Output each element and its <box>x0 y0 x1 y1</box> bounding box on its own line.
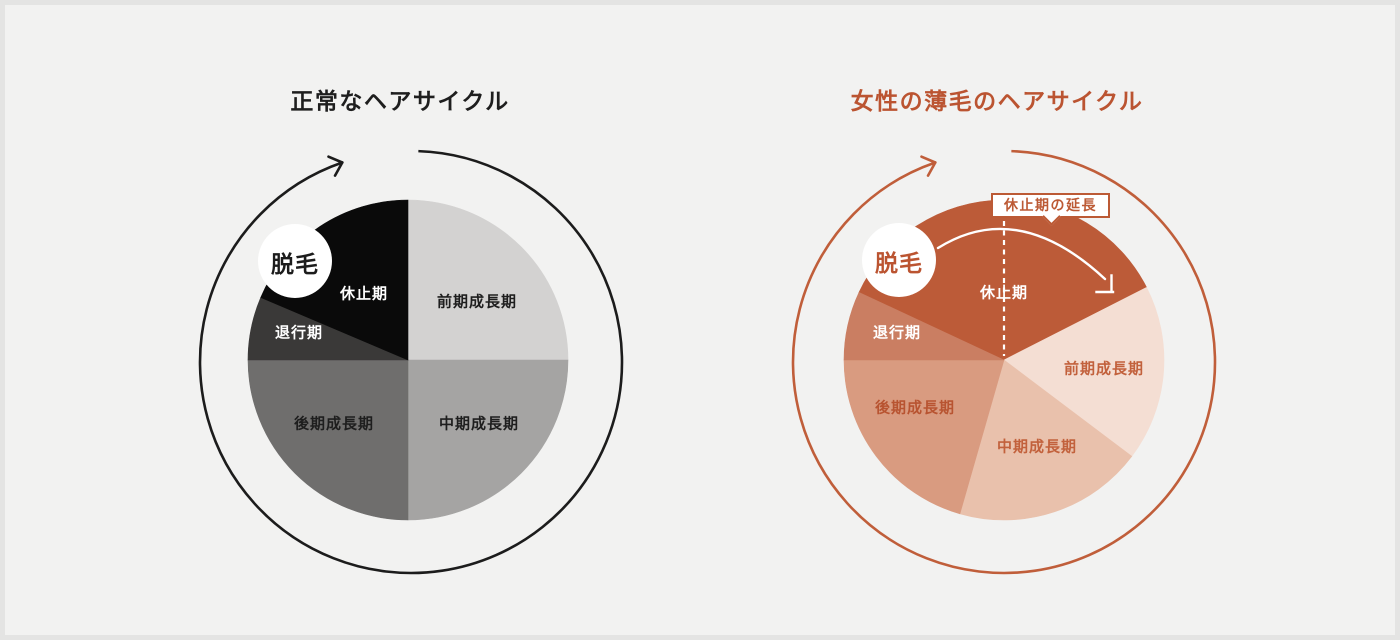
female-thinning-cycle-slice-catagen <box>843 291 1005 361</box>
normal-cycle-hair-loss-badge <box>258 224 332 298</box>
female-thinning-cycle-group <box>791 149 1217 575</box>
hair-loss-badge-label-normal: 脱毛 <box>271 251 319 277</box>
female-thinning-cycle-label-mid-growth: 中期成長期 <box>996 438 1078 456</box>
female-thinning-cycle-label-early-growth: 前期成長期 <box>1063 360 1145 378</box>
female-thinning-cycle-label-late-growth: 後期成長期 <box>874 399 956 417</box>
female-thinning-cycle-slice-early-growth <box>1003 286 1165 457</box>
thinning-cycle-title: 女性の薄毛のヘアサイクル <box>850 88 1144 114</box>
extension-arrowhead-icon <box>1095 274 1115 294</box>
normal-cycle-label-late-growth: 後期成長期 <box>293 415 375 433</box>
hair-loss-badge-label-thinning: 脱毛 <box>875 250 923 276</box>
ring-arrowhead-icon <box>926 161 937 177</box>
normal-cycle-slice-mid-growth <box>407 359 569 521</box>
female-thinning-cycle-label-telogen: 休止期 <box>979 284 1029 302</box>
normal-cycle-slice-early-growth <box>407 199 569 361</box>
female-thinning-cycle-slice-late-growth <box>843 359 1005 515</box>
extension-arrow <box>936 227 1107 281</box>
normal-cycle-label-catagen: 退行期 <box>274 324 324 342</box>
ring-arrowhead-icon <box>333 161 344 177</box>
female-thinning-cycle-hair-loss-badge <box>862 223 936 297</box>
normal-cycle-label-mid-growth: 中期成長期 <box>438 415 520 433</box>
ring-arrowhead-icon <box>920 155 937 164</box>
telogen-extension-callout: 休止期の延長 <box>991 193 1110 226</box>
female-thinning-cycle-label-catagen: 退行期 <box>872 324 922 342</box>
cycle-ring-arrow <box>198 149 624 575</box>
normal-cycle-label-telogen: 休止期 <box>339 285 389 303</box>
female-thinning-cycle-slice-mid-growth <box>959 359 1133 521</box>
cycle-ring-arrow <box>791 149 1217 575</box>
normal-cycle-group <box>198 149 624 575</box>
normal-cycle-slice-late-growth <box>247 359 409 521</box>
normal-cycle-title: 正常なヘアサイクル <box>290 88 510 114</box>
diagram-graphics <box>198 149 1217 575</box>
normal-cycle-label-early-growth: 前期成長期 <box>436 293 518 311</box>
ring-arrowhead-icon <box>327 155 344 164</box>
telogen-extension-label: 休止期の延長 <box>1004 197 1097 213</box>
